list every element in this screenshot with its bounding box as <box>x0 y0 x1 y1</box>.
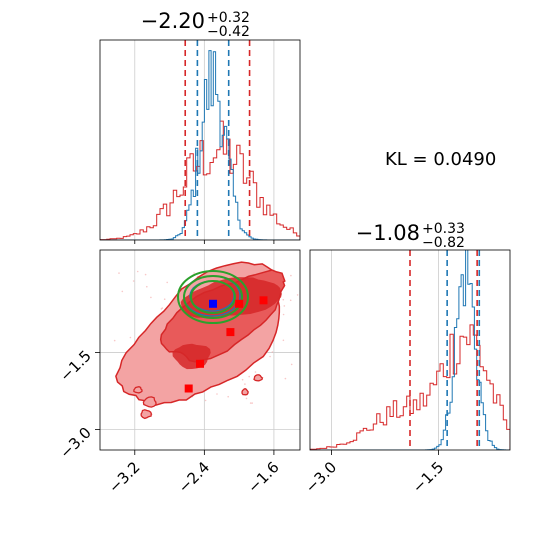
joint-sample-point <box>254 371 257 373</box>
joint-red-island <box>140 409 153 420</box>
hist-param1-red-series <box>100 120 300 240</box>
joint-sample-point <box>146 285 148 288</box>
hist-param2-title-value: −1.08 <box>356 221 420 245</box>
joint-y-tick-label: −3.0 <box>56 424 94 462</box>
joint-red-marker <box>226 328 235 337</box>
joint-sample-point <box>166 281 168 284</box>
joint-y-ticks: −1.5 −3.0 <box>56 347 100 462</box>
joint-sample-point <box>290 274 292 277</box>
joint-sample-point <box>284 377 287 380</box>
joint-sample-point <box>150 296 152 299</box>
joint-x-tick-label: −2.4 <box>175 458 213 496</box>
joint-sample-point <box>283 305 286 307</box>
hist-param1-title-lower: −0.42 <box>207 24 250 40</box>
hist-param2-title-lower: −0.82 <box>422 235 465 251</box>
joint-sample-point <box>269 355 271 358</box>
joint-sample-point <box>216 393 218 395</box>
joint-red-island <box>253 374 264 382</box>
joint-x-tick-label: −1.6 <box>244 458 282 496</box>
hist-param2-x-tick-label: −3.0 <box>302 458 340 496</box>
joint-green-contour <box>183 275 243 319</box>
hist-param1-plot <box>100 40 300 240</box>
joint-sample-point <box>244 383 246 385</box>
joint-sample-point <box>251 402 253 404</box>
hist-param2-panel: −3.0 −1.5 −1.08 +0.33 −0.82 <box>302 221 511 497</box>
hist-param2-title: −1.08 +0.33 −0.82 <box>356 221 465 251</box>
joint-sample-point <box>245 397 248 400</box>
joint-red-marker <box>196 359 204 368</box>
hist-param1-title-upper: +0.32 <box>207 10 250 26</box>
joint-red-marker <box>184 384 193 393</box>
joint-red-inner-contour <box>180 277 282 318</box>
joint-sample-point <box>132 280 135 282</box>
joint-sample-point <box>271 351 274 353</box>
joint-sample-point <box>290 363 293 366</box>
kl-annotation: KL = 0.0490 <box>385 149 496 170</box>
joint-sample-point <box>144 273 147 276</box>
joint-y-tick-label: −1.5 <box>56 347 94 385</box>
hist-param1-frame <box>99 39 301 241</box>
joint-red-marker <box>259 296 268 305</box>
joint-red-island <box>133 386 143 394</box>
joint-red-island <box>241 388 249 396</box>
hist-param2-plot <box>310 250 510 450</box>
joint-x-tick-label: −3.2 <box>105 458 143 496</box>
hist-param2-x-ticks: −3.0 −1.5 <box>302 450 447 497</box>
joint-panel: −3.2 −2.4 −1.6 −1.5 −3.0 <box>56 249 301 497</box>
hist-param1-blue-series <box>100 50 300 240</box>
hist-param1-title: −2.20 +0.32 −0.42 <box>141 9 250 40</box>
joint-sample-point <box>289 299 292 302</box>
joint-sample-point <box>118 272 120 274</box>
hist-param2-title-upper: +0.33 <box>422 221 465 237</box>
hist-param2-grid <box>331 250 439 450</box>
joint-sample-point <box>249 402 252 404</box>
joint-sample-point <box>163 298 166 301</box>
hist-param1-title-value: −2.20 <box>141 9 205 33</box>
joint-sample-point <box>282 313 285 316</box>
joint-sample-point <box>193 272 195 274</box>
joint-x-ticks: −3.2 −2.4 −1.6 <box>105 450 283 497</box>
joint-sample-point <box>241 378 244 381</box>
hist-param2-x-tick-label: −1.5 <box>409 458 447 496</box>
joint-sample-point <box>121 290 124 293</box>
hist-param2-blue-series <box>310 250 510 450</box>
hist-param1-grid <box>134 40 275 244</box>
joint-red-marker <box>235 299 244 308</box>
joint-red-island <box>142 396 157 408</box>
hist-param1-panel: −2.20 +0.32 −0.42 <box>99 9 301 244</box>
joint-sample-point <box>129 336 132 339</box>
joint-green-contour <box>177 270 249 324</box>
joint-sample-point <box>248 375 250 378</box>
joint-red-inner-region <box>180 277 282 318</box>
joint-blue-marker <box>209 299 217 308</box>
joint-sample-point <box>282 298 285 301</box>
joint-sample-point <box>296 294 299 296</box>
joint-frame <box>99 249 301 451</box>
joint-sample-point <box>282 339 285 342</box>
joint-plot <box>113 261 299 420</box>
joint-sample-point <box>227 395 229 398</box>
joint-sample-point <box>136 270 139 273</box>
joint-sample-point <box>161 307 164 309</box>
joint-green-contour <box>190 280 236 314</box>
hist-param2-frame <box>309 249 511 451</box>
joint-sample-point <box>113 339 116 342</box>
joint-sample-point <box>204 399 207 402</box>
